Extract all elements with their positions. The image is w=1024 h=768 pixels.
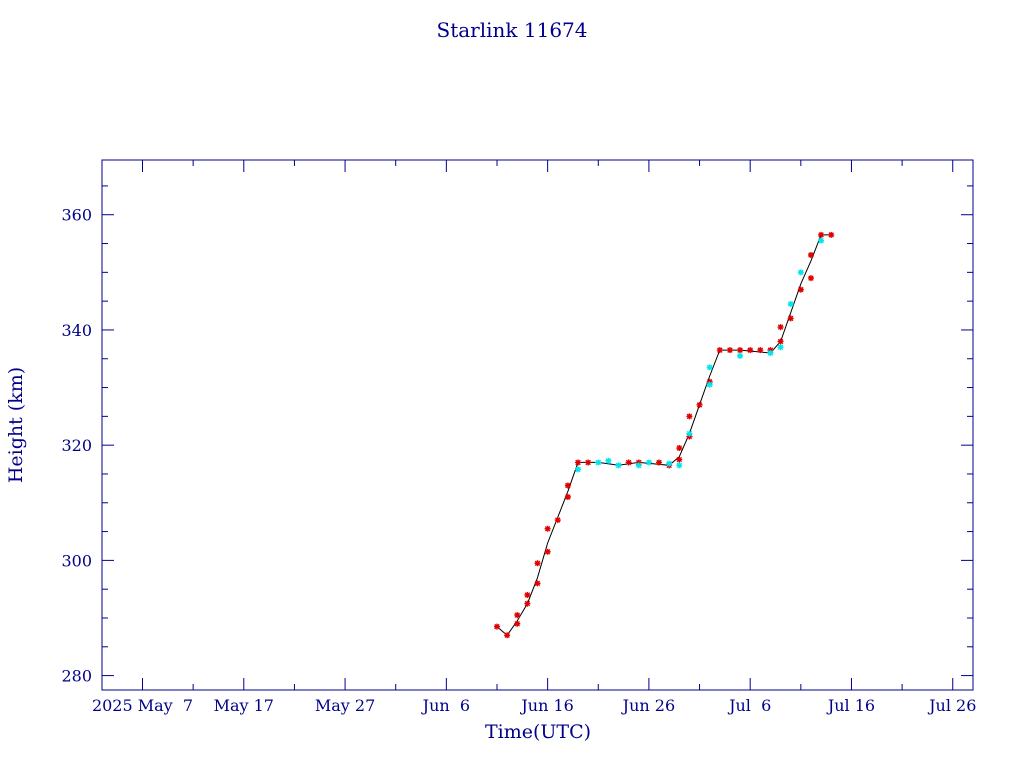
data-point-marker [504, 632, 511, 639]
y-tick-label: 360 [61, 206, 92, 225]
x-tick-label: Jul 16 [826, 696, 875, 715]
data-point-marker [767, 349, 774, 356]
x-tick-label: Jun 26 [621, 696, 675, 715]
data-point-marker [676, 445, 683, 452]
data-point-marker [635, 462, 642, 469]
data-point-marker [777, 324, 784, 331]
data-point-marker [686, 413, 693, 420]
data-point-marker [564, 494, 571, 501]
data-point-marker [787, 315, 794, 322]
data-point-marker [554, 517, 561, 524]
data-point-marker [747, 347, 754, 354]
data-point-marker [666, 460, 673, 467]
data-point-marker [676, 462, 683, 469]
data-point-marker [818, 231, 825, 238]
marker-layer [493, 231, 835, 639]
data-point-marker [615, 462, 622, 469]
x-tick-label: May 17 [214, 696, 274, 715]
data-point-marker [524, 600, 531, 607]
data-point-marker [807, 275, 814, 282]
x-tick-label: Jul 26 [927, 696, 976, 715]
y-axis-label: Height (km) [5, 367, 27, 483]
plot-frame [101, 159, 974, 691]
data-point-marker [544, 548, 551, 555]
y-tick-label: 320 [61, 436, 92, 455]
x-tick-label: Jun 6 [421, 696, 470, 715]
data-point-marker [605, 457, 612, 464]
x-tick-label: Jul 6 [727, 696, 771, 715]
data-point-marker [493, 623, 500, 630]
data-point-marker [706, 381, 713, 388]
data-point-marker [777, 344, 784, 351]
data-point-marker [828, 231, 835, 238]
data-point-marker [524, 591, 531, 598]
data-point-marker [595, 459, 602, 466]
height-trajectory-line [496, 234, 832, 637]
x-tick-label: Jun 16 [519, 696, 573, 715]
data-point-marker [686, 430, 693, 437]
data-point-marker [696, 401, 703, 408]
x-tick-label: 2025 May 7 [92, 696, 193, 715]
data-point-marker [585, 459, 592, 466]
data-point-marker [716, 347, 723, 354]
x-axis-label: Time(UTC) [485, 721, 591, 743]
data-point-marker [787, 301, 794, 308]
data-point-marker [818, 237, 825, 244]
y-tick-label: 280 [61, 667, 92, 686]
data-point-marker [564, 482, 571, 489]
data-point-marker [544, 525, 551, 532]
chart-title: Starlink 11674 [437, 18, 588, 42]
data-point-marker [797, 286, 804, 293]
data-point-marker [757, 347, 764, 354]
data-point-marker [534, 560, 541, 567]
data-point-marker [656, 459, 663, 466]
axes-group: 2025 May 7 May 17 May 27 Jun 6 Jun 16 Jun 26 J… [61, 159, 976, 715]
data-point-marker [807, 252, 814, 259]
trajectory-layer [496, 234, 832, 637]
y-tick-label: 300 [61, 551, 92, 570]
data-point-marker [625, 459, 632, 466]
data-point-marker [797, 269, 804, 276]
data-point-marker [737, 347, 744, 354]
data-point-marker [726, 347, 733, 354]
data-point-marker [575, 466, 582, 473]
y-tick-label: 340 [61, 321, 92, 340]
data-point-marker [645, 459, 652, 466]
data-point-marker [514, 612, 521, 619]
data-point-marker [777, 338, 784, 345]
data-point-marker [575, 459, 582, 466]
x-tick-label: May 27 [315, 696, 375, 715]
data-point-marker [676, 456, 683, 463]
data-point-marker [534, 580, 541, 587]
data-point-marker [514, 620, 521, 627]
data-point-marker [706, 364, 713, 371]
data-point-marker [737, 352, 744, 359]
